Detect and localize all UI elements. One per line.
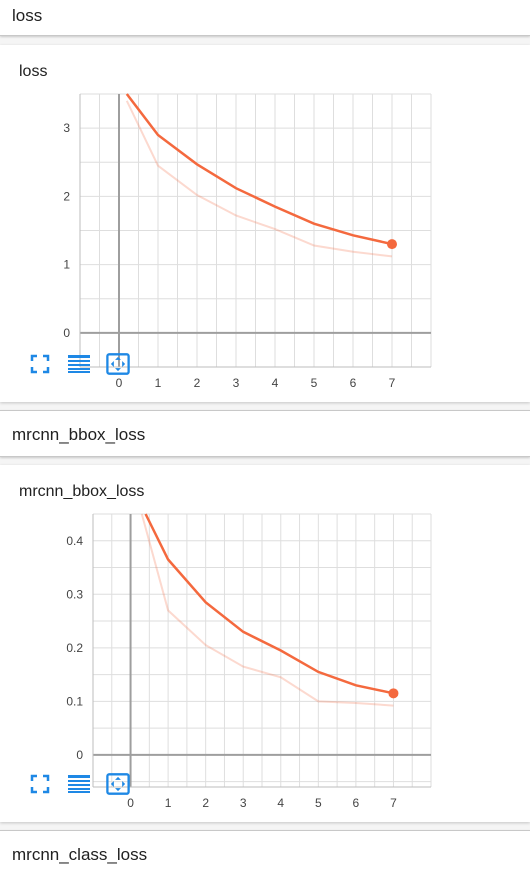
fit-domain-icon <box>30 354 50 374</box>
y-tick-label: 1 <box>63 258 70 272</box>
fit-domain-button[interactable] <box>28 352 52 376</box>
chart-toolbar <box>28 352 145 376</box>
fit-domain-button[interactable] <box>28 772 52 796</box>
x-tick-label: 4 <box>277 796 284 810</box>
toggle-log-scale-icon <box>68 775 90 793</box>
x-tick-label: 6 <box>350 376 357 390</box>
smoothed-series-line <box>144 513 394 695</box>
toggle-log-scale-button[interactable] <box>67 352 91 376</box>
x-tick-label: 5 <box>311 376 318 390</box>
section-header-loss[interactable]: loss <box>0 0 530 36</box>
toggle-log-scale-button[interactable] <box>67 772 91 796</box>
x-tick-label: 3 <box>233 376 240 390</box>
y-tick-label: 2 <box>63 189 70 203</box>
section-header-mrcnn-class-loss[interactable]: mrcnn_class_loss <box>0 830 530 871</box>
y-tick-label: 0 <box>76 748 83 762</box>
x-tick-label: 2 <box>194 376 201 390</box>
smoothed-series-line <box>125 93 393 246</box>
expand-chart-icon <box>106 353 130 375</box>
x-tick-label: 5 <box>315 796 322 810</box>
x-tick-label: 6 <box>353 796 360 810</box>
chart-card-mrcnn-bbox-loss: mrcnn_bbox_loss 0 1 2 3 4 5 6 7 0 0.1 0.2 0.3 0.4 <box>0 465 530 822</box>
last-value-marker <box>388 688 399 699</box>
y-tick-label: 0.2 <box>66 641 83 655</box>
chart-title: mrcnn_bbox_loss <box>19 483 145 500</box>
y-tick-label: 0.1 <box>66 694 83 708</box>
x-tick-label: 4 <box>272 376 279 390</box>
chart-toolbar <box>28 772 145 796</box>
expand-chart-button[interactable] <box>106 772 130 796</box>
x-tick-label: 7 <box>390 796 397 810</box>
section-header-label: mrcnn_bbox_loss <box>12 425 146 444</box>
y-tick-label: 0 <box>63 326 70 340</box>
y-tick-label: 0.4 <box>66 534 83 548</box>
chart-title: loss <box>19 63 48 80</box>
y-tick-label: 3 <box>63 121 70 135</box>
section-header-mrcnn-bbox-loss[interactable]: mrcnn_bbox_loss <box>0 410 530 457</box>
x-tick-label: 2 <box>202 796 209 810</box>
x-tick-label: 7 <box>389 376 396 390</box>
expand-chart-icon <box>106 773 130 795</box>
x-tick-label: 3 <box>240 796 247 810</box>
last-value-marker <box>387 239 397 250</box>
section-header-label: mrcnn_class_loss <box>12 845 148 864</box>
raw-series-line <box>140 513 394 707</box>
section-header-label: loss <box>12 6 43 25</box>
expand-chart-button[interactable] <box>106 352 130 376</box>
x-tick-label: 0 <box>116 376 123 390</box>
raw-series-line <box>125 100 393 258</box>
y-tick-label: 0.3 <box>66 587 83 601</box>
loss-chart: 0 1 2 3 4 5 6 7 0 1 2 3 <box>63 93 432 390</box>
x-tick-label: 1 <box>155 376 162 390</box>
fit-domain-icon <box>30 774 50 794</box>
chart-card-loss: loss 0 1 2 3 4 5 6 7 0 1 2 3 <box>0 45 530 402</box>
x-tick-label: 1 <box>165 796 172 810</box>
mrcnn-bbox-loss-chart: 0 1 2 3 4 5 6 7 0 0.1 0.2 0.3 0.4 <box>66 513 432 810</box>
x-tick-label: 0 <box>127 796 134 810</box>
toggle-log-scale-icon <box>68 355 90 373</box>
